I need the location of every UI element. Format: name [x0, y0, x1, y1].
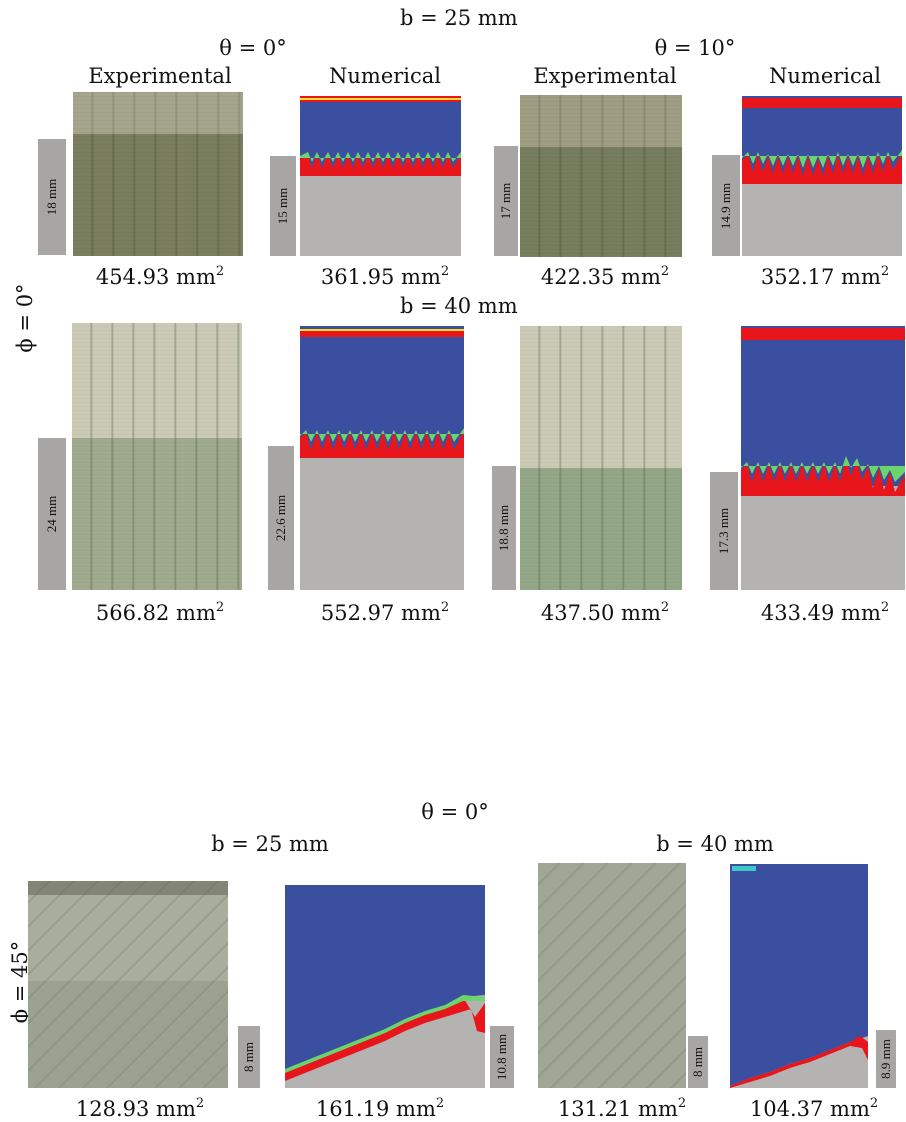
experimental-photo-r1c1	[73, 92, 243, 256]
area-r2c2: 552.97 mm2	[320, 600, 450, 625]
scale-bar-r2c2: 22.6 mm	[268, 446, 294, 590]
experimental-photo-b3	[538, 863, 686, 1088]
area-b2: 161.19 mm2	[315, 1096, 445, 1121]
heading-b25-bottom: b = 25 mm	[211, 832, 329, 856]
experimental-photo-r1c3	[520, 95, 682, 257]
row-label-phi0: ϕ = 0°	[13, 283, 37, 353]
area-r1c2: 361.95 mm2	[320, 264, 450, 289]
scale-bar-b2: 10.8 mm	[490, 1026, 514, 1088]
experimental-photo-r2c1	[72, 323, 242, 590]
area-b1: 128.93 mm2	[75, 1096, 205, 1121]
scale-bar-b4: 8.9 mm	[876, 1030, 896, 1088]
heading-theta0-top: θ = 0°	[219, 36, 287, 60]
area-r2c1: 566.82 mm2	[95, 600, 225, 625]
scale-bar-r2c4: 17.3 mm	[710, 472, 738, 590]
column-label-experimental-1: Experimental	[88, 64, 232, 88]
numerical-plot-r2c2	[300, 326, 464, 590]
column-label-experimental-2: Experimental	[533, 64, 677, 88]
scale-bar-r2c3: 18.8 mm	[492, 466, 516, 590]
area-r1c3: 422.35 mm2	[540, 264, 670, 289]
heading-b25-top: b = 25 mm	[400, 6, 518, 30]
scale-bar-r1c3: 17 mm	[494, 146, 518, 256]
area-r1c1: 454.93 mm2	[95, 264, 225, 289]
numerical-plot-b1	[285, 885, 485, 1088]
area-b4: 104.37 mm2	[749, 1096, 879, 1121]
scale-bar-r1c2: 15 mm	[270, 156, 296, 256]
heading-b40-bottom: b = 40 mm	[656, 832, 774, 856]
heading-b40-top: b = 40 mm	[400, 294, 518, 318]
heading-theta10-top: θ = 10°	[654, 36, 736, 60]
area-b3: 131.21 mm2	[557, 1096, 687, 1121]
numerical-plot-b4	[730, 864, 868, 1088]
scale-bar-r2c1: 24 mm	[38, 438, 66, 590]
numerical-plot-r1c2	[300, 96, 461, 256]
heading-theta0-bottom: θ = 0°	[421, 800, 489, 824]
experimental-photo-r2c3	[520, 326, 682, 590]
numerical-plot-r1c4	[742, 96, 902, 256]
scale-bar-r1c1: 18 mm	[38, 139, 66, 255]
experimental-photo-b1	[28, 881, 228, 1088]
column-label-numerical-2: Numerical	[769, 64, 881, 88]
area-r2c3: 437.50 mm2	[540, 600, 670, 625]
scale-bar-b3: 8 mm	[688, 1036, 708, 1088]
area-r2c4: 433.49 mm2	[760, 600, 890, 625]
column-label-numerical-1: Numerical	[329, 64, 441, 88]
area-r1c4: 352.17 mm2	[760, 264, 890, 289]
scale-bar-r1c4: 14.9 mm	[712, 155, 740, 256]
scale-bar-b1: 8 mm	[238, 1026, 260, 1088]
numerical-plot-r2c4	[741, 326, 905, 590]
